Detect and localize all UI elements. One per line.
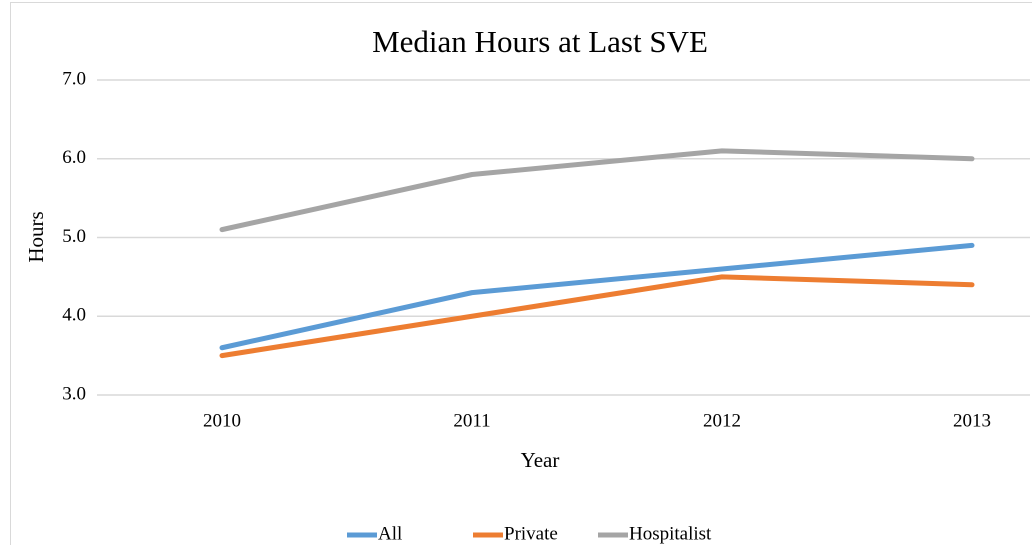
x-tick-label: 2011 [453,410,490,431]
legend-label: Hospitalist [629,523,712,544]
line-series [219,242,975,351]
y-axis-label: Hours [24,211,48,262]
line-series [219,274,975,359]
chart-frame [10,2,1032,545]
y-tick-label: 5.0 [62,226,86,247]
x-tick-label: 2012 [703,410,741,431]
line-series [219,148,975,233]
y-tick-label: 4.0 [62,305,86,326]
x-axis-label: Year [521,448,560,472]
y-tick-label: 3.0 [62,383,86,404]
y-tick-label: 7.0 [62,68,86,89]
legend-label: Private [504,523,558,544]
chart-title: Median Hours at Last SVE [372,24,708,59]
x-tick-label: 2013 [953,410,991,431]
y-tick-label: 6.0 [62,147,86,168]
legend-label: All [378,523,402,544]
x-tick-label: 2010 [203,410,241,431]
